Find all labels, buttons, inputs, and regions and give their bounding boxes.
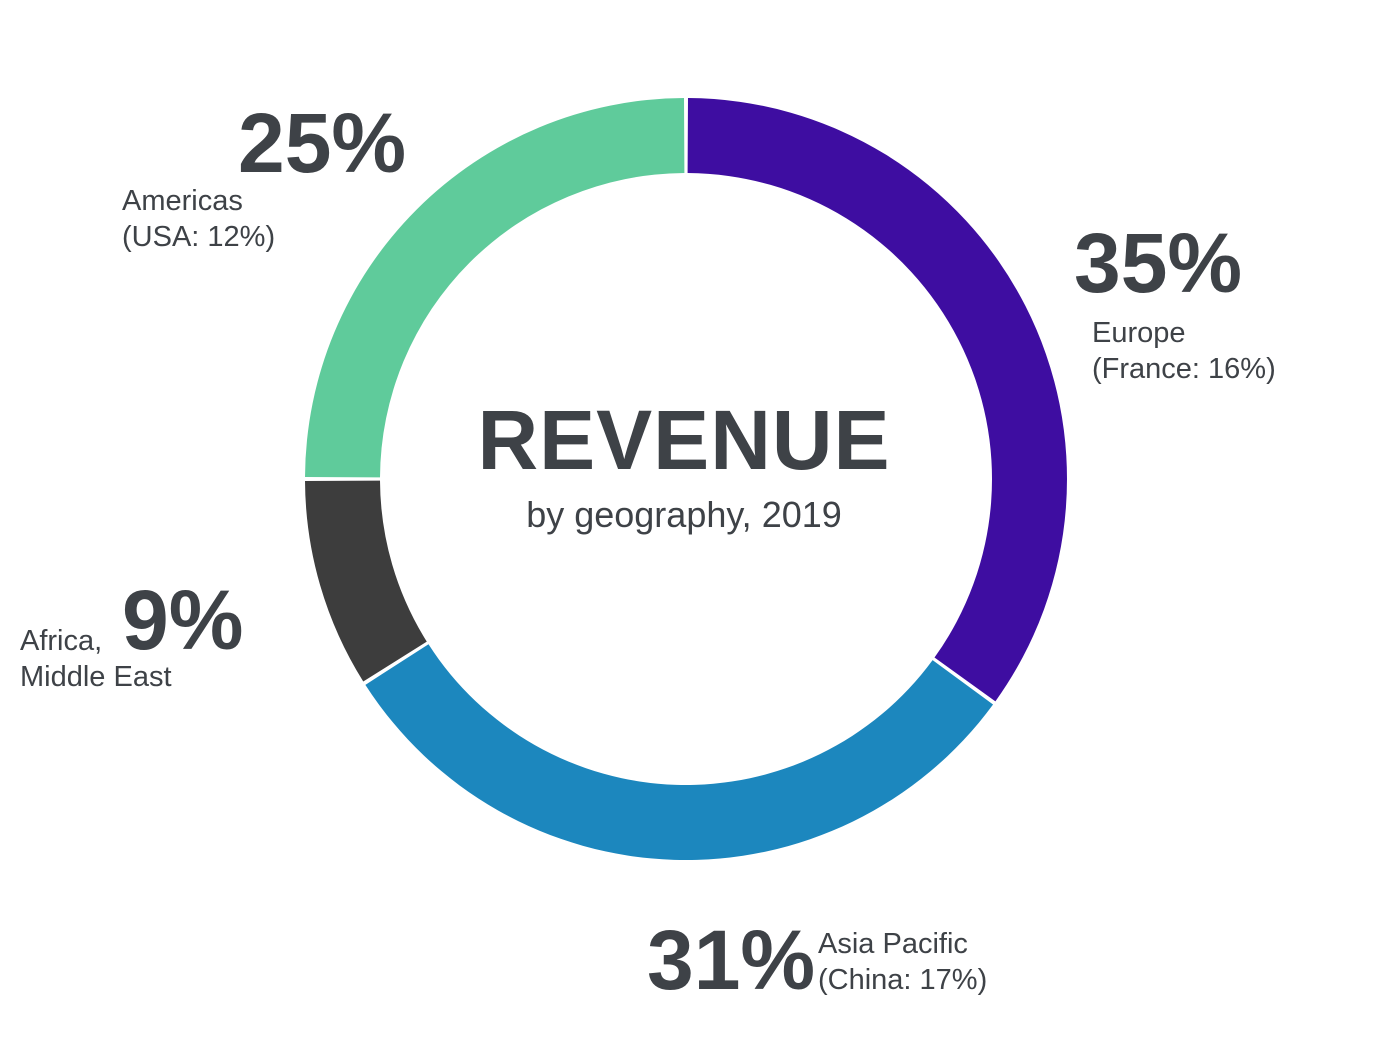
label-africa: Africa, Middle East	[20, 623, 172, 695]
chart-subtitle: by geography, 2019	[526, 494, 842, 535]
chart-title: REVENUE	[477, 393, 891, 487]
label-asia-detail: (China: 17%)	[818, 964, 988, 996]
label-europe-name: Europe	[1092, 317, 1186, 349]
chart-center-label: REVENUE by geography, 2019	[477, 398, 890, 533]
label-asia-name: Asia Pacific	[818, 928, 968, 960]
label-europe: Europe (France: 16%)	[1092, 315, 1276, 387]
donut-segment-africa-middle-east	[305, 480, 427, 682]
donut-segment-asia-pacific	[365, 644, 994, 861]
donut-segment-europe	[687, 98, 1067, 702]
label-africa-name-part1: Africa,	[20, 625, 103, 657]
label-africa-pct: 9%	[122, 573, 244, 667]
label-americas: Americas (USA: 12%)	[122, 183, 275, 255]
label-africa-name-part2: Middle East	[20, 661, 172, 693]
label-europe-pct: 35%	[1074, 216, 1243, 310]
label-asia: Asia Pacific (China: 17%)	[818, 926, 987, 998]
label-americas-pct: 25%	[238, 96, 407, 190]
donut-segment-americas	[305, 98, 685, 478]
label-americas-name: Americas	[122, 185, 243, 217]
label-americas-detail: (USA: 12%)	[122, 221, 276, 253]
label-europe-detail: (France: 16%)	[1092, 353, 1276, 385]
label-asia-pct: 31%	[647, 913, 816, 1007]
